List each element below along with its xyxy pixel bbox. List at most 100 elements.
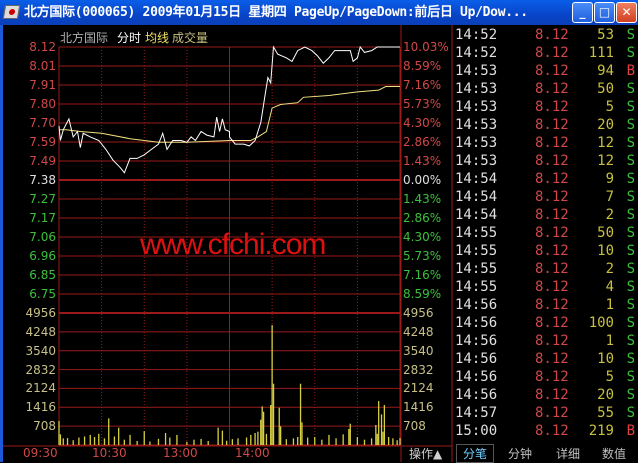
tick-price: 8.12 — [535, 63, 569, 79]
operation-menu[interactable]: 操作▲ — [409, 447, 443, 461]
pct-tick-label: 2.86% — [403, 135, 442, 149]
volume-tick-label: 1416 — [25, 400, 56, 415]
tick-time: 14:54 — [455, 207, 498, 223]
tick-row: 14:54 8.12 2 S — [453, 207, 638, 225]
title-bar: 北方国际(000065) 2009年01月15日 星期四 PageUp/Page… — [0, 0, 638, 25]
tick-price: 8.12 — [535, 405, 569, 421]
maximize-button[interactable]: □ — [594, 2, 615, 23]
tick-time: 14:56 — [455, 315, 498, 331]
tick-volume: 219 — [588, 423, 614, 439]
tick-price: 8.12 — [535, 225, 569, 241]
volume-tick-label: 708 — [403, 419, 426, 434]
price-tick-label: 7.70 — [29, 116, 56, 130]
tick-time: 14:56 — [455, 297, 498, 313]
tab-values[interactable]: 数值 — [602, 447, 627, 461]
time-tick-label: 14:00 — [235, 446, 270, 460]
tick-row: 14:52 8.12 53 S — [453, 27, 638, 45]
tick-time: 14:54 — [455, 189, 498, 205]
tab-ticks[interactable]: 分笔 — [456, 444, 495, 463]
tick-volume: 10 — [597, 243, 614, 259]
tick-side: S — [626, 369, 635, 385]
minimize-button[interactable]: _ — [572, 2, 593, 23]
tab-minutes[interactable]: 分钟 — [508, 447, 533, 461]
tick-volume: 94 — [597, 63, 614, 79]
price-tick-label: 7.80 — [29, 97, 56, 111]
volume-label[interactable]: 成交量 — [172, 31, 209, 45]
tick-price: 8.12 — [535, 45, 569, 61]
tick-price: 8.12 — [535, 81, 569, 97]
tick-row: 14:54 8.12 9 S — [453, 171, 638, 189]
tick-side: S — [626, 171, 635, 187]
pct-tick-label: 7.16% — [403, 78, 442, 92]
tick-time: 14:53 — [455, 153, 498, 169]
tick-side: B — [626, 423, 635, 439]
tick-time: 14:57 — [455, 405, 498, 421]
volume-tick-label: 4248 — [403, 324, 434, 339]
volume-tick-label: 1416 — [403, 400, 434, 415]
tick-volume: 12 — [597, 135, 614, 151]
price-tick-label: 6.85 — [29, 268, 56, 282]
price-tick-label: 8.01 — [29, 59, 56, 73]
tick-row: 15:00 8.12 219 B — [453, 423, 638, 441]
tick-row: 14:56 8.12 10 S — [453, 351, 638, 369]
tick-row: 14:53 8.12 20 S — [453, 117, 638, 135]
tick-row: 14:52 8.12 111 S — [453, 45, 638, 63]
pct-tick-label: 7.16% — [403, 268, 442, 282]
tick-price: 8.12 — [535, 135, 569, 151]
pct-tick-label: 0.00% — [403, 173, 442, 187]
price-line — [58, 45, 400, 174]
tick-row: 14:55 8.12 10 S — [453, 243, 638, 261]
pct-tick-label: 4.30% — [403, 116, 442, 130]
tick-row: 14:55 8.12 4 S — [453, 279, 638, 297]
pct-tick-label: 8.59% — [403, 287, 442, 301]
tick-row: 14:56 8.12 1 S — [453, 297, 638, 315]
tick-time: 14:56 — [455, 387, 498, 403]
tick-volume: 111 — [588, 45, 614, 61]
volume-tick-label: 2832 — [25, 362, 56, 377]
tick-price: 8.12 — [535, 99, 569, 115]
tick-volume: 4 — [605, 279, 614, 295]
tick-price: 8.12 — [535, 387, 569, 403]
close-button[interactable]: ✕ — [616, 2, 637, 23]
tick-price: 8.12 — [535, 243, 569, 259]
tick-side: S — [626, 117, 635, 133]
volume-tick-label: 2124 — [25, 381, 56, 396]
time-tick-label: 09:30 — [23, 446, 58, 460]
pct-tick-label: 1.43% — [403, 192, 442, 206]
tick-row: 14:57 8.12 55 S — [453, 405, 638, 423]
price-tick-label: 8.12 — [29, 40, 56, 54]
price-tick-label: 7.17 — [29, 211, 56, 225]
tick-time: 14:52 — [455, 45, 498, 61]
tick-row: 14:53 8.12 12 S — [453, 153, 638, 171]
tick-row: 14:53 8.12 5 S — [453, 99, 638, 117]
window-title: 北方国际(000065) 2009年01月15日 星期四 PageUp/Page… — [24, 5, 528, 20]
tick-time: 14:53 — [455, 117, 498, 133]
tab-detail[interactable]: 详细 — [556, 447, 581, 461]
tick-price: 8.12 — [535, 369, 569, 385]
tick-volume: 50 — [597, 81, 614, 97]
average-price-line — [59, 86, 400, 143]
tick-volume: 2 — [605, 207, 614, 223]
tick-price: 8.12 — [535, 207, 569, 223]
volume-tick-label: 4956 — [403, 306, 434, 320]
pct-tick-label: 4.30% — [403, 230, 442, 244]
tick-volume: 7 — [605, 189, 614, 205]
mode-label[interactable]: 分时 — [117, 31, 142, 45]
tick-volume: 20 — [597, 117, 614, 133]
pct-tick-label: 10.03% — [403, 40, 449, 54]
tick-time: 14:53 — [455, 135, 498, 151]
tick-time: 14:55 — [455, 225, 498, 241]
stock-name: 北方国际 — [60, 31, 109, 45]
tick-time: 14:55 — [455, 243, 498, 259]
tick-time: 14:53 — [455, 81, 498, 97]
tick-price: 8.12 — [535, 189, 569, 205]
price-tick-label: 7.27 — [29, 192, 56, 206]
time-tick-label: 10:30 — [92, 446, 127, 460]
tick-volume: 100 — [588, 315, 614, 331]
tick-row: 14:55 8.12 50 S — [453, 225, 638, 243]
avg-line-label[interactable]: 均线 — [145, 31, 170, 45]
tick-side: S — [626, 225, 635, 241]
tick-side: S — [626, 45, 635, 61]
tick-time: 14:53 — [455, 63, 498, 79]
